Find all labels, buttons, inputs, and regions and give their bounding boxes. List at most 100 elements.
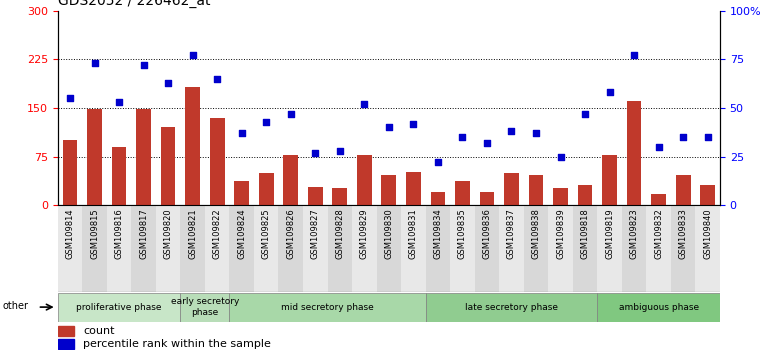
Point bbox=[309, 150, 321, 155]
Point bbox=[186, 52, 199, 58]
Bar bbox=[58, 205, 82, 292]
Point bbox=[652, 144, 665, 150]
Text: late secretory phase: late secretory phase bbox=[465, 303, 558, 312]
Bar bbox=[132, 205, 156, 292]
Point bbox=[579, 111, 591, 116]
Bar bbox=[651, 194, 666, 205]
Bar bbox=[548, 205, 573, 292]
Bar bbox=[676, 175, 691, 205]
Bar bbox=[529, 175, 544, 205]
Point bbox=[530, 131, 542, 136]
Bar bbox=[671, 205, 695, 292]
Point bbox=[285, 111, 297, 116]
Bar bbox=[426, 293, 598, 321]
Bar bbox=[279, 205, 303, 292]
Bar bbox=[87, 109, 102, 205]
Bar bbox=[602, 155, 617, 205]
Bar bbox=[308, 187, 323, 205]
Text: GSM109838: GSM109838 bbox=[531, 208, 541, 259]
Bar bbox=[430, 192, 445, 205]
Text: mid secretory phase: mid secretory phase bbox=[281, 303, 374, 312]
Bar bbox=[553, 188, 568, 205]
Bar bbox=[205, 205, 229, 292]
Text: GDS2052 / 226462_at: GDS2052 / 226462_at bbox=[58, 0, 210, 8]
Point bbox=[113, 99, 126, 105]
Bar bbox=[474, 205, 499, 292]
Bar bbox=[622, 205, 646, 292]
Bar bbox=[480, 192, 494, 205]
Bar bbox=[58, 339, 74, 349]
Bar bbox=[352, 205, 377, 292]
Text: GSM109837: GSM109837 bbox=[507, 208, 516, 259]
Text: GSM109816: GSM109816 bbox=[115, 208, 123, 259]
Bar bbox=[598, 293, 720, 321]
Point bbox=[701, 135, 714, 140]
Bar bbox=[180, 293, 229, 321]
Bar bbox=[283, 155, 298, 205]
Point bbox=[604, 90, 616, 95]
Text: other: other bbox=[3, 301, 29, 310]
Text: GSM109821: GSM109821 bbox=[188, 208, 197, 258]
Bar bbox=[578, 184, 592, 205]
Bar bbox=[401, 205, 426, 292]
Text: GSM109835: GSM109835 bbox=[458, 208, 467, 259]
Bar bbox=[327, 205, 352, 292]
Bar bbox=[58, 326, 74, 336]
Point bbox=[64, 95, 76, 101]
Bar bbox=[333, 188, 347, 205]
Bar bbox=[259, 173, 273, 205]
Point bbox=[505, 129, 517, 134]
Bar bbox=[180, 205, 205, 292]
Text: GSM109823: GSM109823 bbox=[630, 208, 638, 259]
Bar bbox=[695, 205, 720, 292]
Point bbox=[628, 52, 641, 58]
Bar bbox=[62, 141, 77, 205]
Point bbox=[260, 119, 273, 125]
Point bbox=[554, 154, 567, 159]
Bar bbox=[573, 205, 598, 292]
Text: GSM109829: GSM109829 bbox=[360, 208, 369, 258]
Bar bbox=[426, 205, 450, 292]
Text: GSM109819: GSM109819 bbox=[605, 208, 614, 258]
Text: GSM109828: GSM109828 bbox=[335, 208, 344, 259]
Bar bbox=[209, 118, 225, 205]
Point bbox=[333, 148, 346, 154]
Point bbox=[407, 121, 420, 126]
Bar bbox=[161, 127, 176, 205]
Bar bbox=[229, 205, 254, 292]
Bar bbox=[504, 173, 519, 205]
Bar bbox=[381, 175, 397, 205]
Bar bbox=[82, 205, 107, 292]
Point bbox=[432, 160, 444, 165]
Bar bbox=[627, 102, 641, 205]
Text: GSM109832: GSM109832 bbox=[654, 208, 663, 259]
Text: GSM109834: GSM109834 bbox=[434, 208, 443, 259]
Bar bbox=[186, 86, 200, 205]
Text: percentile rank within the sample: percentile rank within the sample bbox=[83, 339, 271, 349]
Text: GSM109820: GSM109820 bbox=[163, 208, 172, 258]
Bar bbox=[229, 293, 426, 321]
Point bbox=[89, 60, 101, 66]
Text: GSM109824: GSM109824 bbox=[237, 208, 246, 258]
Text: GSM109817: GSM109817 bbox=[139, 208, 148, 259]
Point bbox=[677, 135, 689, 140]
Text: GSM109836: GSM109836 bbox=[483, 208, 491, 259]
Point bbox=[137, 62, 149, 68]
Bar bbox=[598, 205, 622, 292]
Bar bbox=[455, 181, 470, 205]
Text: proliferative phase: proliferative phase bbox=[76, 303, 162, 312]
Text: count: count bbox=[83, 326, 115, 336]
Text: GSM109826: GSM109826 bbox=[286, 208, 295, 259]
Bar bbox=[107, 205, 132, 292]
Bar bbox=[524, 205, 548, 292]
Text: GSM109825: GSM109825 bbox=[262, 208, 271, 258]
Bar bbox=[234, 181, 249, 205]
Bar bbox=[646, 205, 671, 292]
Text: GSM109840: GSM109840 bbox=[703, 208, 712, 258]
Bar bbox=[254, 205, 279, 292]
Text: GSM109814: GSM109814 bbox=[65, 208, 75, 258]
Bar bbox=[377, 205, 401, 292]
Bar bbox=[136, 109, 151, 205]
Bar bbox=[701, 184, 715, 205]
Point bbox=[383, 125, 395, 130]
